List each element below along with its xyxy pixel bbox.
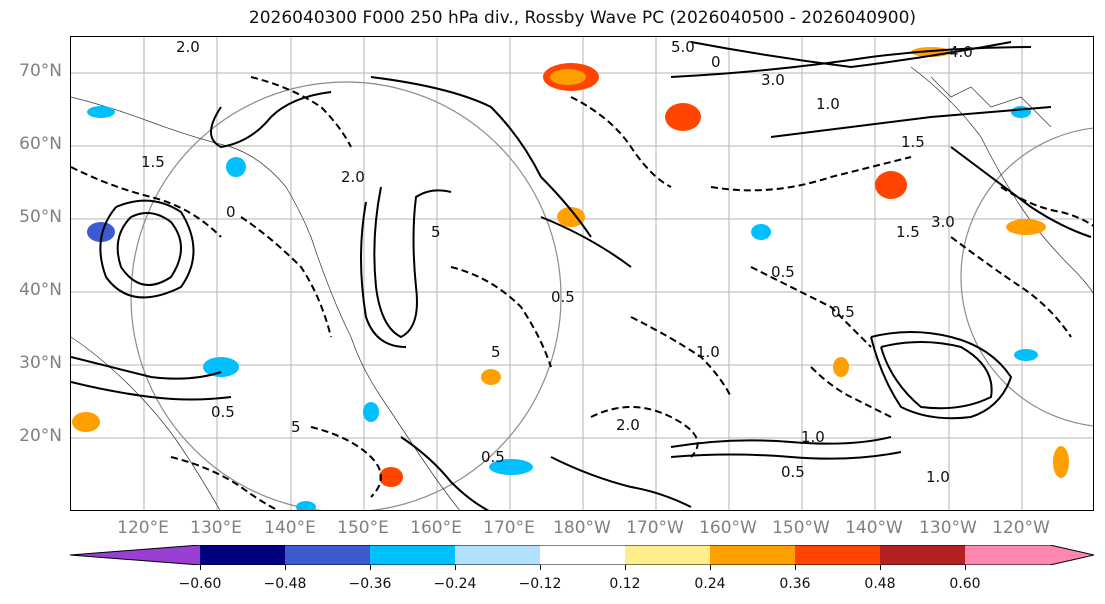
contour-label: 5 [431,223,441,241]
divergence-shading [72,47,1069,510]
colorbar-tick-label: −0.48 [263,576,307,592]
contour-label: 0.5 [781,463,805,481]
colorbar-tick-mark [965,565,966,570]
graticule [71,37,1093,510]
contour-label: 0.5 [481,448,505,466]
contour-label: 1.0 [801,428,825,446]
lat-label-30n: 30°N [19,353,62,373]
contour-label: 1.0 [816,95,840,113]
contour-label: 1.5 [896,223,920,241]
lon-label: 150°E [337,518,389,538]
coastlines [71,66,1093,510]
contour-label-group: 2.0 5.0 3.0 4.0 1.0 1.5 2.0 5 0.5 0.5 1.… [141,38,973,486]
colorbar-segment-6 [625,545,710,565]
colorbar-tick-label: 0.60 [949,576,981,592]
colorbar-tick-mark [200,565,201,570]
colorbar-segment-3 [370,545,455,565]
lat-label-50n: 50°N [19,207,62,227]
colorbar-tick-mark [795,565,796,570]
colorbar-tick-mark [710,565,711,570]
colorbar-tick-mark [880,565,881,570]
lon-label: 120°E [117,518,169,538]
contour-label: 0 [711,53,721,71]
colorbar-segment-11 [1050,545,1094,565]
lon-label: 140°E [264,518,316,538]
colorbar-tick-label: −0.24 [433,576,477,592]
map-canvas: 2.0 5.0 3.0 4.0 1.0 1.5 2.0 5 0.5 0.5 1.… [71,37,1093,510]
lon-label: 160°E [410,518,462,538]
colorbar-tick-label: 0.24 [694,576,726,592]
lon-label: 130°E [190,518,242,538]
colorbar-tick-mark [540,565,541,570]
colorbar-tick-label: −0.36 [348,576,392,592]
colorbar-tick-label: 0.36 [779,576,811,592]
colorbar-tick-mark [625,565,626,570]
contour-label: 1.0 [926,468,950,486]
lat-label-60n: 60°N [19,134,62,154]
lon-label: 140°W [845,518,903,538]
colorbar-segment-2 [285,545,370,565]
contour-label: 2.0 [341,168,365,186]
contour-label: 0.5 [831,303,855,321]
contour-label: 2.0 [616,416,640,434]
colorbar-tick-mark [455,565,456,570]
contour-label: 5 [491,343,501,361]
colorbar [70,545,1094,565]
colorbar-segment-7 [710,545,795,565]
contour-label: 0.5 [211,403,235,421]
colorbar-tick-label: 0.48 [864,576,896,592]
colorbar-segment-9 [880,545,965,565]
colorbar-segment-4 [455,545,540,565]
contour-label: 1.0 [696,343,720,361]
contour-label: 3.0 [931,213,955,231]
dashed-contours [71,76,1093,510]
chart-title: 2026040300 F000 250 hPa div., Rossby Wav… [248,8,917,28]
lon-label: 150°W [772,518,830,538]
colorbar-segment-0 [70,545,200,565]
contour-label: 1.5 [141,153,165,171]
colorbar-tick-mark [285,565,286,570]
map-panel: 2.0 5.0 3.0 4.0 1.0 1.5 2.0 5 0.5 0.5 1.… [70,36,1094,511]
colorbar-segment-10 [965,545,1050,565]
lon-label: 130°W [919,518,977,538]
lat-label-20n: 20°N [19,426,62,446]
colorbar-tick-label: −0.60 [178,576,222,592]
colorbar-segment-1 [200,545,285,565]
colorbar-segment-8 [795,545,880,565]
contour-label: 2.0 [176,38,200,56]
contour-label: 5.0 [671,38,695,56]
contour-label: 4.0 [949,43,973,61]
contour-label: 0.5 [771,263,795,281]
colorbar-tick-label: −0.12 [518,576,562,592]
gray-rings [130,81,1093,510]
contour-label: 5 [291,418,301,436]
colorbar-tick-mark [370,565,371,570]
contour-label: 0.5 [551,288,575,306]
solid-contours [71,41,1092,510]
lat-label-40n: 40°N [19,280,62,300]
lon-label: 170°E [483,518,535,538]
lon-label: 160°W [699,518,757,538]
colorbar-tick-label: 0.12 [609,576,641,592]
colorbar-segment-5 [540,545,625,565]
contour-label: 3.0 [761,71,785,89]
lon-label: 170°W [626,518,684,538]
lat-label-70n: 70°N [19,61,62,81]
lon-label: 180°W [553,518,611,538]
contour-label: 0 [226,203,236,221]
contour-label: 1.5 [901,133,925,151]
lon-label: 120°W [992,518,1050,538]
